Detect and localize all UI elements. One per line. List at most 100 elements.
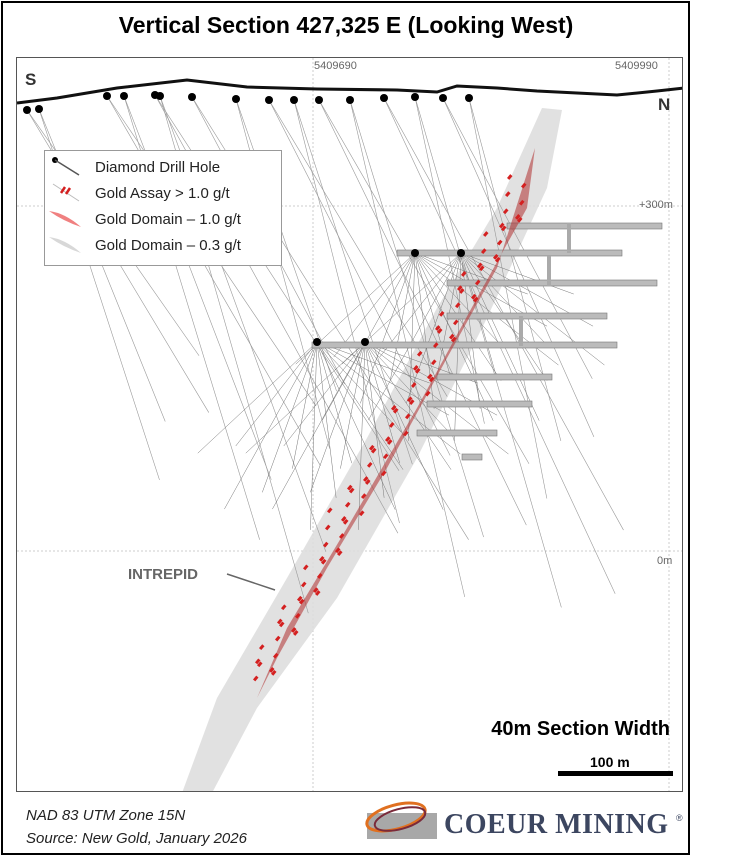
- gold-assay: [389, 422, 395, 428]
- drill-hole-trace: [414, 252, 500, 344]
- gold-assay: [268, 667, 275, 673]
- gold-assay: [455, 302, 461, 309]
- gold-assay: [517, 216, 523, 223]
- underground-level: [396, 249, 623, 257]
- drill-collar: [156, 92, 164, 100]
- drill-collar: [103, 92, 111, 100]
- legend: Diamond Drill Hole Gold Assay > 1.0 g/t …: [44, 150, 282, 266]
- drill-collar: [188, 93, 196, 101]
- drill-station: [457, 249, 465, 257]
- gold-assay: [297, 595, 303, 602]
- gold-assay: [452, 319, 459, 326]
- gold-assay: [259, 644, 265, 651]
- gold-assay: [335, 547, 341, 554]
- source-note: Source: New Gold, January 2026: [26, 830, 247, 847]
- drill-hole-trace: [349, 99, 466, 597]
- section-map: 5409690 5409990 +300m 0m S N INTREPID 40…: [16, 57, 683, 792]
- gold-assay: [473, 296, 479, 303]
- gold-assay: [359, 510, 365, 517]
- intrepid-leader-line: [226, 573, 276, 591]
- gold-assay: [318, 555, 325, 562]
- underground-level: [426, 400, 533, 408]
- gold-assay: [361, 493, 367, 500]
- gold-assay: [461, 271, 467, 277]
- gold-assay: [317, 573, 323, 579]
- legend-item: Gold Assay > 1.0 g/t: [95, 185, 230, 202]
- scale-bar: [558, 771, 673, 776]
- gold-assay: [367, 461, 373, 468]
- gold-assay: [495, 256, 501, 263]
- drill-collar: [290, 96, 298, 104]
- drill-hole-trace: [460, 252, 481, 409]
- scale-label: 100 m: [590, 754, 630, 770]
- drill-hole-trace: [292, 341, 318, 469]
- gold-assay: [502, 208, 509, 215]
- drill-collar: [232, 95, 240, 103]
- drill-hole-trace: [468, 97, 562, 441]
- drill-hole-trace: [268, 99, 451, 456]
- gold-assay: [409, 399, 415, 406]
- gold-assay: [497, 239, 503, 246]
- drill-hole-trace: [293, 99, 400, 524]
- drill-hole-trace: [224, 341, 318, 510]
- drill-hole-trace: [442, 97, 593, 379]
- gold-assay: [493, 253, 499, 260]
- gold-assay: [507, 174, 513, 180]
- drill-hole-trace: [235, 341, 318, 447]
- drill-collar: [380, 94, 388, 102]
- gold-assay: [325, 524, 331, 531]
- drill-hole-trace: [262, 341, 318, 493]
- gold-assay: [363, 476, 369, 482]
- drill-hole-trace: [358, 341, 366, 530]
- gold-assay: [349, 487, 355, 494]
- drill-hole-trace: [406, 252, 462, 404]
- drill-hole-trace: [442, 97, 595, 438]
- drill-hole-trace: [316, 341, 430, 384]
- drill-hole-trace: [460, 252, 574, 295]
- legend-item: Gold Domain – 1.0 g/t: [95, 211, 241, 228]
- gold-assay: [439, 310, 445, 317]
- figure-frame: [1, 1, 690, 855]
- drill-station: [411, 249, 419, 257]
- gold-assay: [257, 661, 263, 668]
- gold-assay: [253, 675, 259, 682]
- drill-hole-trace: [379, 252, 462, 358]
- drill-hole-trace: [316, 341, 337, 498]
- drill-hole-trace: [364, 341, 452, 470]
- gold-assay: [271, 669, 277, 676]
- gold-assay: [337, 550, 343, 557]
- registered-mark: ®: [676, 813, 683, 823]
- gold-assay: [459, 288, 465, 294]
- gold-assay: [521, 182, 527, 189]
- drill-hole-trace: [316, 341, 404, 470]
- gold-assay: [313, 587, 319, 594]
- elevation-label: 0m: [657, 555, 673, 567]
- elevation-label: +300m: [639, 199, 673, 211]
- northing-label: 5409690: [314, 60, 357, 72]
- coeur-mining-logo: COEUR MINING ®: [362, 797, 686, 845]
- gold-assay: [499, 222, 505, 229]
- underground-raise: [567, 223, 571, 253]
- gold-assay: [291, 627, 297, 633]
- gold-assay: [501, 225, 507, 232]
- gold-assay: [477, 262, 483, 269]
- underground-level: [506, 222, 663, 230]
- drill-collar: [35, 105, 43, 113]
- drill-hole-trace: [316, 341, 352, 464]
- underground-level: [446, 312, 608, 320]
- gold-assay: [385, 436, 391, 443]
- gold-assay: [427, 373, 433, 380]
- underground-level: [446, 279, 658, 287]
- gold-assay: [341, 516, 347, 522]
- drill-hole-trace: [310, 341, 366, 493]
- gold-assay: [303, 564, 309, 571]
- gold-assay: [295, 612, 301, 619]
- drill-collar: [23, 106, 31, 114]
- gold-assay: [457, 285, 463, 292]
- gold-assay: [434, 325, 441, 331]
- drill-hole-trace: [468, 97, 548, 499]
- gold-assay: [483, 231, 489, 237]
- gold-assay: [412, 365, 419, 371]
- gold-assay: [429, 376, 435, 383]
- drill-collar: [265, 96, 273, 104]
